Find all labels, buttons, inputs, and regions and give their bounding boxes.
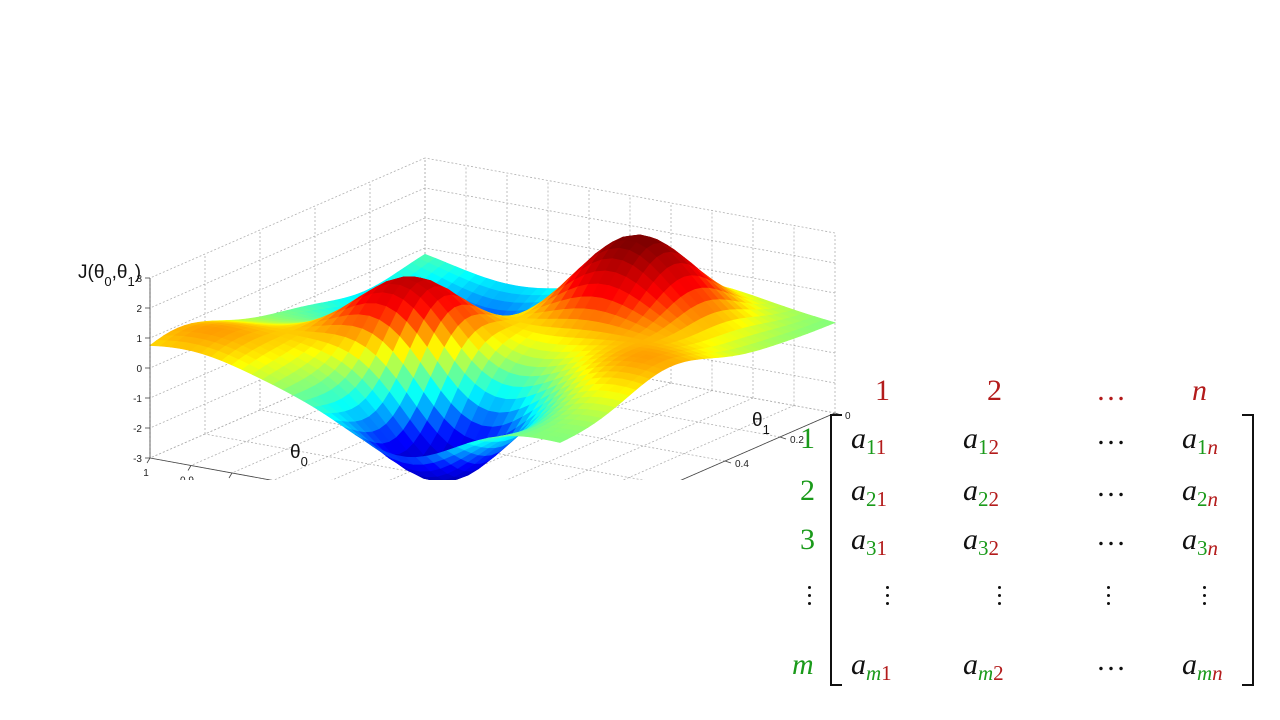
matrix-entry: a11 [851, 422, 887, 459]
row-header: m [792, 648, 814, 681]
matrix-entry: a3n [1182, 523, 1218, 560]
theta0-tick-label: 1 [143, 468, 149, 479]
matrix-entry: am1 [851, 648, 892, 685]
theta1-axis-line [680, 412, 836, 480]
matrix-vdots [997, 586, 1003, 610]
column-header: 1 [875, 374, 890, 407]
theta1-tick-label: 0.2 [790, 435, 804, 446]
z-axis-label-text: J(θ0,θ1) [78, 262, 141, 289]
matrix-entry: am2 [963, 648, 1004, 685]
grid-line [424, 187, 836, 264]
z-tick-label: 1 [136, 334, 142, 345]
x-axis-label: θ0 [290, 442, 308, 469]
left-bracket [830, 414, 842, 686]
matrix-vdots [1106, 586, 1112, 610]
z-tick-label: -1 [133, 394, 142, 405]
matrix-entry: a31 [851, 523, 887, 560]
matrix-vdots [1202, 586, 1208, 610]
theta1-tick-label: 0.4 [735, 459, 749, 470]
matrix-figure: 1 2 … n 1 2 3 m a11 a12 … a1n a21 a22 … a2n a31 a32 … a3n… [780, 370, 1260, 700]
plot-axes: 3210-1-2-310.90.80.70.60.50.40.30.20.100… [133, 274, 851, 480]
matrix-entry: amn [1182, 648, 1223, 685]
theta1-tick-mark [724, 460, 732, 464]
z-tick-label: 0 [136, 364, 142, 375]
matrix-hdots: … [1096, 470, 1130, 503]
theta0-tick-label: 0.9 [180, 476, 194, 481]
surface-patch [548, 436, 568, 443]
z-tick-label: -3 [133, 454, 142, 465]
column-header: … [1096, 374, 1130, 407]
row-header [807, 586, 813, 610]
theta0-tick-mark [187, 465, 192, 471]
matrix-hdots: … [1096, 644, 1130, 677]
column-header: n [1192, 374, 1207, 407]
matrix-entry: a21 [851, 474, 887, 511]
grid-line [424, 157, 836, 234]
matrix-entry: a2n [1182, 474, 1218, 511]
z-axis-label: J(θ0,θ1) [78, 262, 141, 289]
theta1-tick-mark [779, 436, 787, 440]
z-tick-label: 2 [136, 304, 142, 315]
theta0-tick-mark [228, 472, 233, 479]
matrix-entry: a1n [1182, 422, 1218, 459]
grid-line [149, 157, 426, 279]
right-bracket [1242, 414, 1254, 686]
matrix-entry: a32 [963, 523, 999, 560]
row-header: 3 [800, 523, 815, 556]
surface-plot: 3210-1-2-310.90.80.70.60.50.40.30.20.100… [78, 157, 851, 480]
column-header: 2 [987, 374, 1002, 407]
theta1-tick-label: 0 [845, 411, 851, 422]
z-tick-label: 3 [136, 274, 142, 285]
matrix-hdots: … [1096, 519, 1130, 552]
theta0-axis-line [149, 457, 273, 480]
theta0-tick-mark [146, 457, 151, 464]
row-header: 2 [800, 474, 815, 507]
cost-surface [149, 234, 836, 480]
row-header: 1 [800, 422, 815, 455]
matrix-entry: a22 [963, 474, 999, 511]
y-axis-label: θ1 [752, 410, 770, 437]
matrix-vdots [885, 586, 891, 610]
matrix-entry: a12 [963, 422, 999, 459]
z-tick-label: -2 [133, 424, 142, 435]
matrix-hdots: … [1096, 418, 1130, 451]
